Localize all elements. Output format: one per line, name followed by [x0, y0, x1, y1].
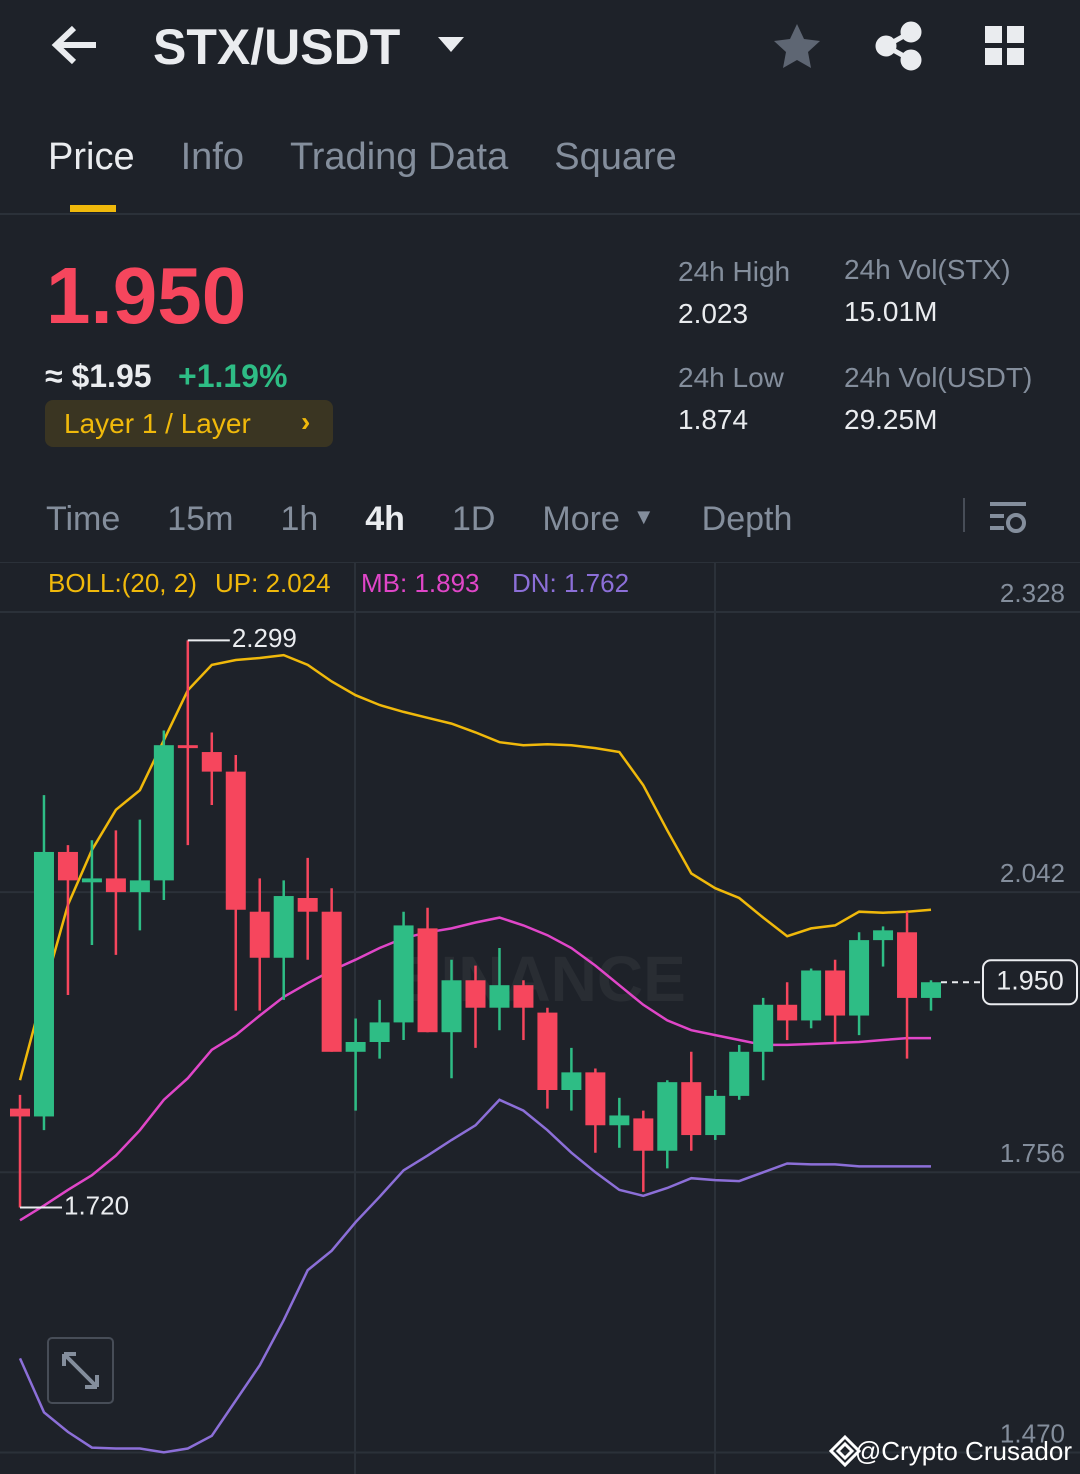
stat-value: 1.874 — [678, 404, 749, 435]
interval[interactable]: 1D — [451, 500, 496, 538]
price-change: +1.19% — [178, 358, 288, 394]
interval[interactable]: More — [542, 500, 620, 538]
candle-body — [225, 771, 246, 910]
candle-body — [465, 980, 486, 1008]
interval[interactable]: 1h — [280, 500, 319, 538]
candle-body — [177, 745, 198, 749]
watermark: @Crypto Crusador — [854, 1436, 1072, 1466]
stat-value: 2.023 — [678, 298, 749, 329]
chart: BINANCE BOLL:(20, 2) UP: 2.024 MB: 1.893… — [0, 562, 1080, 1474]
candle-body — [321, 911, 342, 1052]
indicator-name: BOLL:(20, 2) — [48, 568, 197, 598]
candle-body — [609, 1115, 630, 1126]
star-icon[interactable] — [774, 24, 820, 68]
settings-icons — [963, 498, 1026, 533]
tab[interactable]: Price — [48, 136, 135, 178]
tag-text: Layer 1 / Layer — [64, 408, 251, 439]
band-line — [19, 916, 931, 1222]
indicator-mb: MB: 1.893 — [361, 568, 480, 598]
candle-body — [201, 752, 222, 772]
candle-body — [489, 985, 510, 1008]
candle-body — [801, 970, 822, 1021]
candle-body — [753, 1004, 774, 1052]
candle-body — [105, 878, 126, 893]
stat-label: 24h Vol(USDT) — [844, 362, 1033, 393]
last-price: 1.950 — [46, 251, 247, 340]
candle-body — [561, 1072, 582, 1090]
candle-body — [537, 1012, 558, 1090]
current-price-label: 1.950 — [996, 965, 1064, 995]
candle-body — [345, 1042, 366, 1052]
usd-price: ≈ $1.95 — [45, 358, 152, 394]
interval-bar: Time 15m 1h 4h 1D More ▼ Depth — [46, 500, 792, 539]
candle-body — [273, 896, 294, 958]
tab[interactable]: Square — [554, 136, 677, 178]
candle-body — [417, 928, 438, 1033]
current-price-box — [982, 959, 1078, 1006]
tab[interactable]: Info — [180, 136, 244, 178]
candle-body — [777, 1004, 798, 1021]
candle-body — [657, 1082, 678, 1151]
candle-body — [729, 1051, 750, 1096]
band-line — [18, 653, 932, 1081]
y-tick-label: 1.756 — [1000, 1138, 1065, 1168]
more-caret: ▼ — [632, 504, 655, 529]
pair-caret[interactable] — [438, 37, 464, 52]
y-tick-label: 2.328 — [1000, 578, 1065, 608]
chart-settings-icon[interactable] — [990, 502, 1026, 533]
tab[interactable]: Trading Data — [289, 136, 509, 178]
candle-body — [921, 982, 941, 998]
candle-body — [153, 745, 174, 881]
stat-label: 24h High — [678, 256, 791, 287]
y-tick-label: 1.470 — [1000, 1418, 1065, 1448]
stat-value: 29.25M — [844, 404, 938, 435]
candle-body — [825, 970, 846, 1016]
indicator-dn: DN: 1.762 — [512, 568, 629, 598]
candle-body — [897, 932, 918, 998]
candle-body — [81, 878, 102, 883]
indicator-up: UP: 2.024 — [215, 568, 331, 598]
share-icon[interactable] — [875, 21, 922, 71]
candle-body — [297, 898, 318, 912]
low-label: 1.720 — [64, 1190, 129, 1220]
candle-body — [393, 925, 414, 1023]
candle-body — [33, 851, 54, 1117]
candle-body — [57, 851, 78, 881]
high-label: 2.299 — [232, 623, 297, 653]
candle-body — [873, 930, 894, 941]
candle-body — [705, 1095, 726, 1136]
tag-chevron: › — [301, 406, 311, 437]
tab-indicator — [70, 205, 116, 212]
interval[interactable]: Time — [46, 500, 121, 538]
pair-title[interactable]: STX/USDT — [153, 19, 401, 75]
tab-bar: Price Info Trading Data Square — [48, 136, 677, 179]
watermark-logo — [828, 1434, 862, 1468]
band-line — [18, 1098, 931, 1454]
candle-body — [129, 880, 150, 893]
candle-body — [585, 1072, 606, 1126]
interval[interactable]: 4h — [365, 500, 405, 538]
toolbar-icons — [51, 21, 1024, 71]
tag-box[interactable]: Layer 1 / Layer › — [45, 400, 333, 447]
stat-label: 24h Low — [678, 362, 784, 393]
candle-body — [10, 1108, 30, 1117]
candle-body — [849, 940, 870, 1016]
interval[interactable]: 15m — [167, 500, 234, 538]
grid-icon[interactable] — [985, 26, 1024, 65]
back-icon[interactable] — [51, 25, 96, 65]
y-tick-label: 2.042 — [1000, 858, 1065, 888]
candle-body — [441, 980, 462, 1033]
candle-body — [369, 1022, 390, 1042]
candle-body — [633, 1118, 654, 1151]
candle-body — [681, 1082, 702, 1136]
stat-value: 15.01M — [844, 296, 938, 327]
interval[interactable]: Depth — [701, 500, 793, 538]
divider — [0, 213, 1080, 215]
candle-body — [513, 985, 534, 1008]
stat-label: 24h Vol(STX) — [844, 254, 1011, 285]
expand-button[interactable] — [47, 1337, 114, 1404]
candle-body — [249, 911, 270, 958]
